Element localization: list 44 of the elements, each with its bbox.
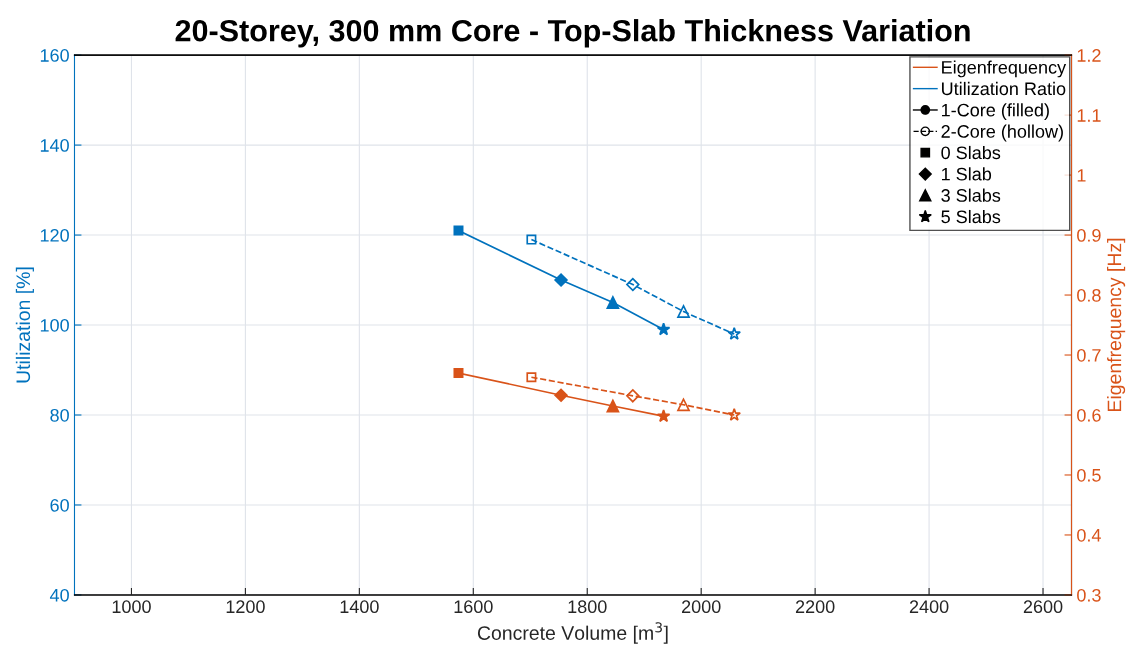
- x-tick-label: 2600: [1023, 600, 1063, 614]
- y2-tick-label: 0.8: [1077, 288, 1101, 302]
- legend-label: 3 Slabs: [941, 188, 1001, 202]
- y2-axis-title: Eigenfrequency [Hz]: [1107, 238, 1126, 411]
- legend-label: 2-Core (hollow): [941, 124, 1063, 142]
- point: [656, 322, 671, 336]
- x-tick-label: 1600: [454, 600, 493, 614]
- y2-tick-label: 1.1: [1077, 109, 1101, 122]
- y-tick-label: 140: [40, 139, 69, 152]
- y-tick-label: 100: [40, 318, 69, 332]
- y-tick-label: 160: [40, 49, 69, 62]
- legend-label: 5 Slabs: [941, 209, 1001, 224]
- x-tick-label: 2200: [795, 600, 835, 614]
- legend-label: 1-Core (filled): [942, 103, 1049, 121]
- y2-tick-label: 1.2: [1077, 49, 1101, 62]
- x-axis-title: Concrete Volume [m$^{3}$]: [477, 622, 668, 644]
- x-tick-label: 2400: [909, 600, 949, 614]
- chart-title: 20-Storey, 300 mm Core - Top-Slab Thickness Variation: [175, 19, 970, 48]
- x-tick-label: 2000: [682, 600, 721, 614]
- x-tick-label: 1000: [112, 600, 151, 614]
- y-tick-label: 80: [50, 408, 69, 422]
- y-axis-title: Utilization [%]: [15, 267, 34, 383]
- y-tick-label: 40: [49, 588, 69, 602]
- legend-label: 0 Slabs: [941, 145, 1001, 160]
- point: [554, 273, 568, 287]
- y2-tick-label: 0.6: [1077, 408, 1101, 422]
- point: [727, 326, 742, 340]
- y-tick-label: 60: [50, 498, 69, 512]
- y-tick-label: 120: [40, 228, 69, 242]
- x-tick-label: 1200: [226, 600, 265, 614]
- point: [606, 296, 620, 309]
- x-tick-label: 1800: [568, 600, 607, 614]
- legend-label: Utilization Ratio: [942, 81, 1066, 96]
- legend-label: Eigenfrequency: [942, 60, 1067, 78]
- y2-tick-label: 0.5: [1077, 468, 1101, 482]
- y2-tick-label: 0.7: [1077, 348, 1101, 362]
- y2-tick-label: 0.3: [1077, 588, 1101, 602]
- legend-label: 1 Slab: [942, 167, 992, 181]
- point: [677, 305, 690, 318]
- y2-tick-label: 1: [1077, 169, 1086, 182]
- point: [626, 277, 640, 292]
- x-tick-label: 1400: [340, 600, 379, 614]
- y2-tick-label: 0.4: [1077, 528, 1101, 542]
- y2-tick-label: 0.9: [1077, 228, 1101, 242]
